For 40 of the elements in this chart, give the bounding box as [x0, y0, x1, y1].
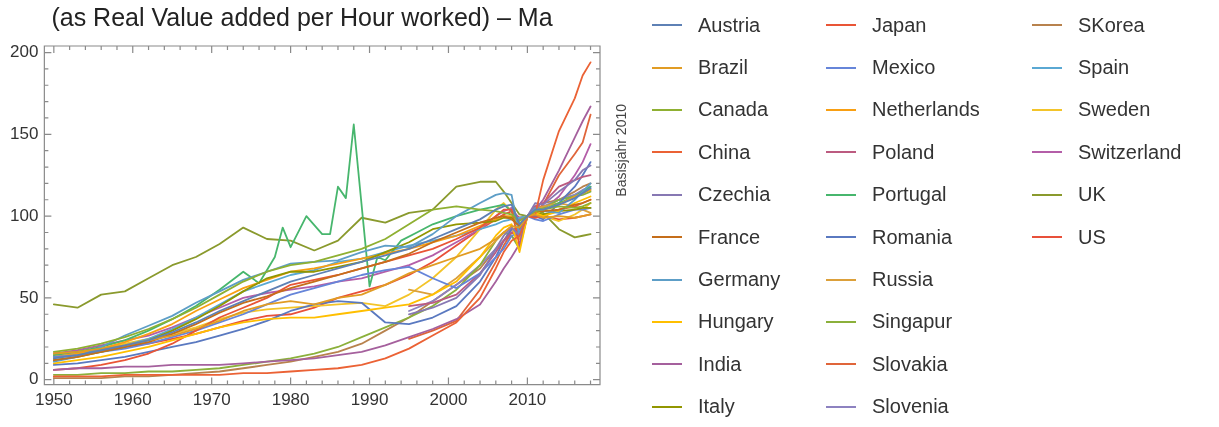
legend-label: Austria — [698, 13, 761, 37]
legend-label: Romania — [872, 225, 953, 249]
x-tick-label: 1950 — [34, 390, 73, 410]
legend-label: Poland — [872, 140, 935, 164]
y-tick-label: 0 — [28, 369, 39, 389]
legend-label: Switzerland — [1078, 140, 1182, 164]
legend-label: Germany — [698, 268, 781, 292]
legend-label: Singapur — [872, 310, 953, 334]
y-tick-label: 150 — [9, 124, 39, 144]
x-tick-label: 1980 — [271, 390, 310, 410]
legend-label: Mexico — [872, 56, 936, 80]
x-tick-label: 1970 — [192, 390, 231, 410]
legend-label: Hungary — [698, 310, 774, 334]
legend-label: Slovakia — [872, 352, 948, 376]
legend-label: Canada — [698, 98, 769, 122]
legend-label: Sweden — [1078, 98, 1151, 122]
legend-label: Spain — [1078, 56, 1130, 80]
legend-label: SKorea — [1078, 13, 1145, 37]
legend-label: Russia — [872, 268, 934, 292]
legend-label: Brazil — [698, 56, 749, 80]
chart-title: (as Real Value added per Hour worked) – Ma — [51, 2, 553, 31]
legend-label: Japan — [872, 13, 927, 37]
legend-label: Portugal — [872, 183, 947, 207]
legend-label: Czechia — [698, 183, 771, 207]
x-tick-label: 2000 — [429, 390, 468, 410]
y-axis-title: Basisjahr 2010 — [613, 104, 629, 197]
x-tick-label: 1990 — [350, 390, 389, 410]
y-tick-label: 100 — [9, 205, 39, 225]
legend-label: France — [698, 225, 761, 249]
x-tick-label: 2010 — [508, 390, 547, 410]
legend-label: Slovenia — [872, 395, 949, 419]
y-tick-label: 200 — [9, 42, 39, 62]
legend-label: Italy — [698, 395, 735, 419]
y-tick-label: 50 — [19, 287, 39, 307]
legend-label: US — [1078, 225, 1106, 249]
x-tick-label: 1960 — [113, 390, 152, 410]
legend-label: Netherlands — [872, 98, 980, 122]
legend-label: India — [698, 352, 742, 376]
legend-label: China — [698, 140, 751, 164]
legend-label: UK — [1078, 183, 1106, 207]
